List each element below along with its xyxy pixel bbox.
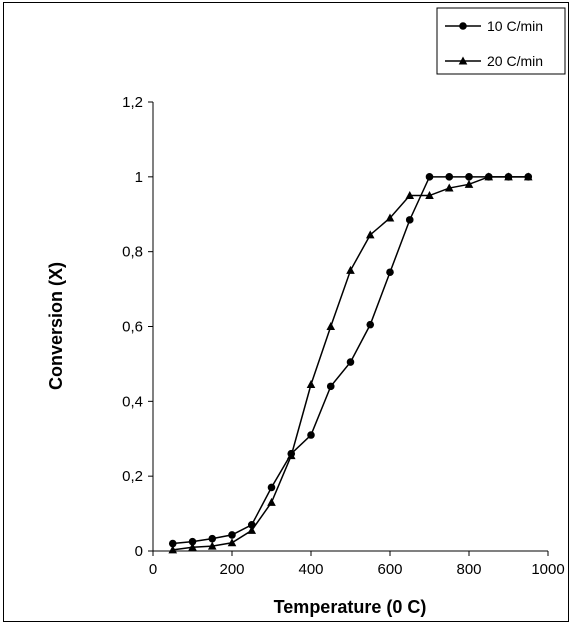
data-point-circle [228, 531, 236, 539]
y-tick-label: 0 [135, 543, 143, 560]
data-point-triangle [306, 379, 316, 388]
data-point-triangle [444, 183, 454, 192]
data-point-triangle [326, 322, 336, 330]
axes [152, 102, 548, 552]
data-point-circle [188, 537, 197, 546]
legend-marker-triangle [458, 56, 468, 65]
chart-frame [3, 2, 569, 622]
data-point-triangle [227, 538, 237, 547]
data-point-circle [208, 534, 217, 543]
legend-label-20: 20 C/min [487, 53, 543, 69]
data-point-circle [168, 539, 177, 548]
legend: 10 C/min 20 C/min [436, 7, 566, 75]
data-point-triangle [346, 265, 355, 274]
y-tick-label: 0,4 [122, 393, 143, 410]
data-point-circle [405, 216, 414, 224]
x-tick-label: 1000 [531, 561, 564, 578]
legend-label-10: 10 C/min [487, 18, 543, 34]
data-point-triangle [365, 230, 375, 239]
data-point-circle [307, 431, 315, 439]
y-tick-label: 0,2 [122, 468, 143, 485]
legend-marker-circle [459, 22, 467, 30]
data-point-circle [366, 320, 375, 329]
data-point-triangle [267, 497, 276, 506]
ticks: 0 200 400 600 800 1000 0 0,2 0,4 0,6 0,8 1 1,2 [122, 94, 565, 578]
data-point-triangle [484, 172, 494, 181]
y-tick-label: 0,8 [122, 244, 143, 261]
y-axis-title: Conversion (X) [46, 262, 66, 390]
x-tick-label: 0 [149, 561, 157, 578]
y-tick-label: 0,6 [122, 319, 143, 336]
legend-box [436, 7, 566, 75]
data-point-triangle [464, 179, 474, 188]
x-tick-label: 400 [298, 561, 323, 578]
data-point-triangle [247, 525, 257, 534]
data-point-circle [445, 173, 454, 181]
x-axis-title: Temperature (0 C) [274, 597, 427, 617]
data-point-triangle [286, 451, 296, 460]
data-point-triangle [523, 172, 533, 181]
data-point-triangle [504, 172, 513, 181]
x-tick-label: 800 [456, 561, 481, 578]
data-point-triangle [207, 541, 217, 550]
data-point-circle [386, 268, 394, 277]
data-point-triangle [188, 542, 197, 551]
data-point-circle [267, 483, 276, 492]
data-point-triangle [425, 191, 434, 200]
y-tick-label: 1 [135, 169, 143, 186]
data-point-triangle [168, 545, 178, 554]
x-tick-label: 600 [377, 561, 402, 578]
data-point-circle [346, 358, 355, 366]
data-point-circle [465, 173, 473, 181]
series-layer [168, 172, 533, 554]
x-tick-label: 200 [219, 561, 244, 578]
data-point-circle [326, 382, 335, 391]
data-point-triangle [405, 191, 415, 200]
data-point-triangle [385, 213, 395, 222]
data-point-circle [425, 173, 434, 181]
y-tick-label: 1,2 [122, 94, 143, 111]
